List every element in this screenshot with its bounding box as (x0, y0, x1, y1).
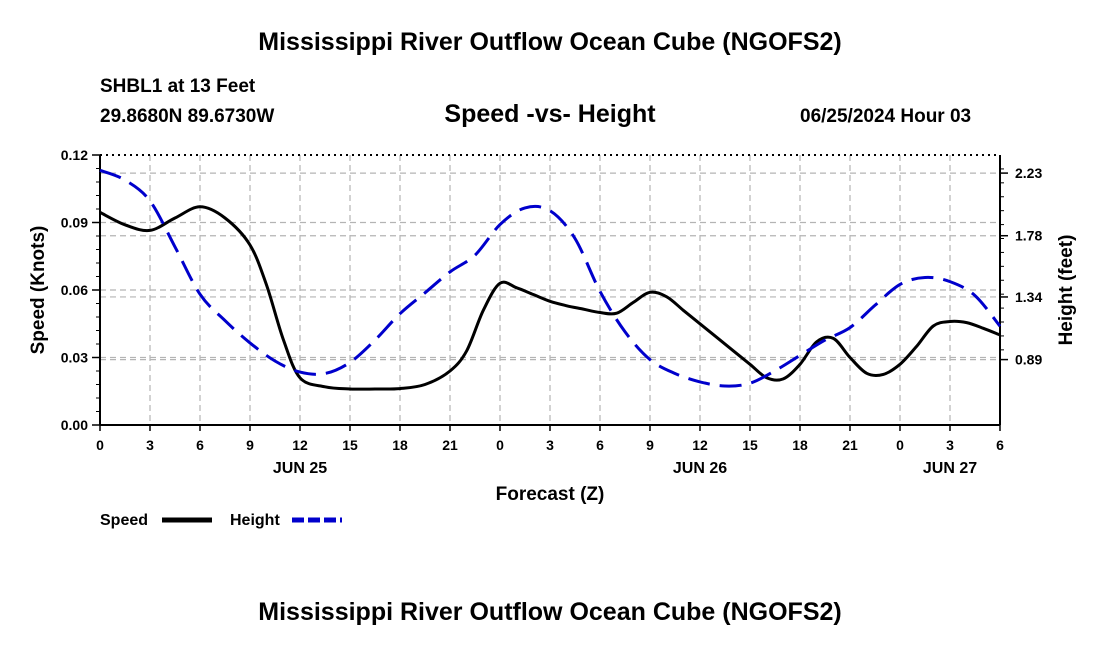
y-tick-label: 0.09 (61, 215, 88, 231)
x-tick-label: 12 (292, 437, 308, 453)
y-axis-label: Speed (Knots) (28, 226, 49, 355)
legend-label-height: Height (230, 512, 280, 529)
chart-subtitle: Speed -vs- Height (444, 100, 656, 128)
y-tick-label: 0.03 (61, 350, 88, 366)
y2-tick-label: 0.89 (1015, 352, 1042, 368)
x-tick-label: 6 (996, 437, 1004, 453)
series-line-height (99, 168, 1002, 388)
x-tick-label: 3 (146, 437, 154, 453)
x-tick-label: 18 (392, 437, 408, 453)
y-tick-label: 0.00 (61, 417, 88, 433)
x-tick-label: 3 (946, 437, 954, 453)
x-tick-label: 6 (596, 437, 604, 453)
coordinates-label: 29.8680N 89.6730W (100, 106, 275, 127)
x-tick-label: 12 (692, 437, 708, 453)
y2-tick-label: 1.78 (1015, 228, 1042, 244)
station-label: SHBL1 at 13 Feet (100, 76, 256, 97)
date-label: JUN 26 (673, 460, 727, 477)
x-tick-label: 15 (342, 437, 358, 453)
forecast-datetime: 06/25/2024 Hour 03 (800, 106, 972, 127)
chart-title-repeat: Mississippi River Outflow Ocean Cube (NG… (258, 598, 842, 626)
y2-axis-label: Height (feet) (1056, 235, 1077, 346)
date-label: JUN 25 (273, 460, 327, 477)
x-tick-label: 21 (442, 437, 458, 453)
y2-tick-label: 1.34 (1015, 289, 1042, 305)
y-tick-label: 0.06 (61, 282, 88, 298)
date-label: JUN 27 (923, 460, 977, 477)
x-tick-label: 3 (546, 437, 554, 453)
x-tick-label: 9 (246, 437, 254, 453)
x-tick-label: 6 (196, 437, 204, 453)
y-tick-label: 0.12 (61, 147, 88, 163)
x-tick-label: 21 (842, 437, 858, 453)
chart-title: Mississippi River Outflow Ocean Cube (NG… (258, 28, 842, 56)
x-tick-label: 0 (896, 437, 904, 453)
y2-tick-label: 2.23 (1015, 165, 1042, 181)
legend-label-speed: Speed (100, 512, 148, 529)
x-tick-label: 18 (792, 437, 808, 453)
x-tick-label: 9 (646, 437, 654, 453)
x-tick-label: 0 (96, 437, 104, 453)
x-tick-label: 0 (496, 437, 504, 453)
series-line-speed (99, 205, 1001, 391)
x-axis-label: Forecast (Z) (496, 484, 605, 505)
x-tick-label: 15 (742, 437, 758, 453)
